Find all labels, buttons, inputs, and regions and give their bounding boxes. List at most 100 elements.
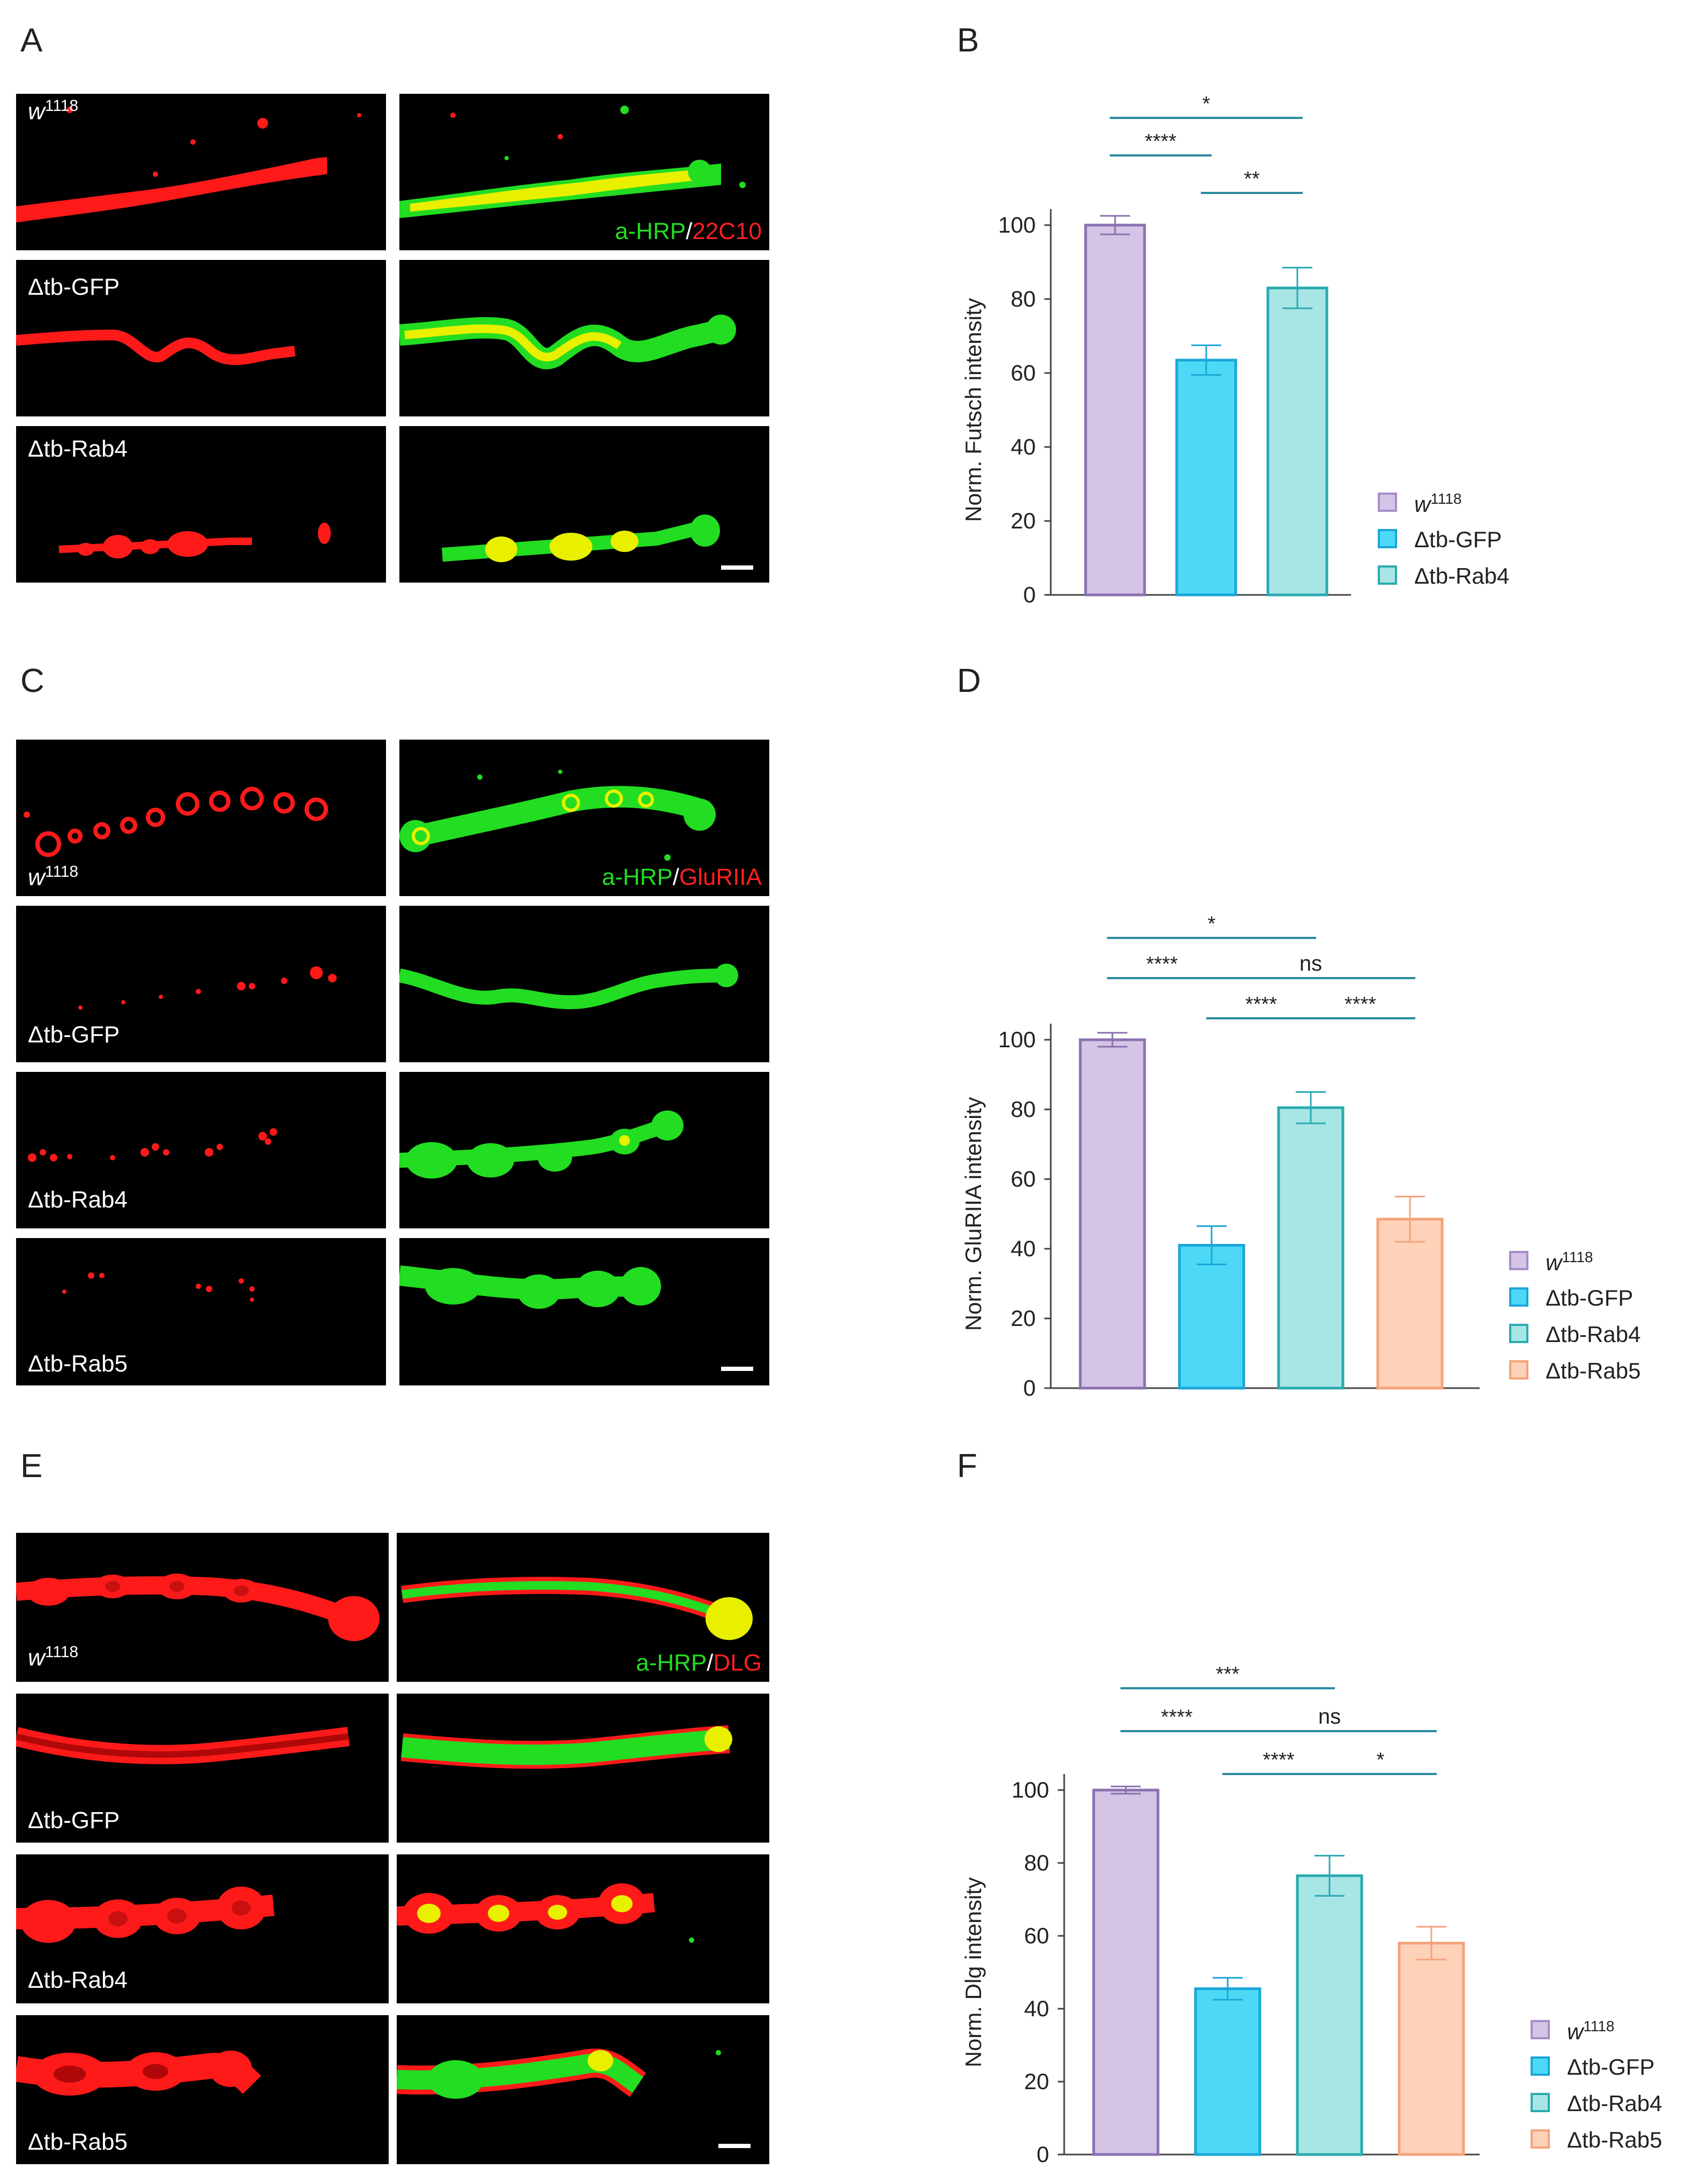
y-tick-label: 40 <box>1011 1236 1036 1261</box>
micrograph-a-w1118-merge: a-HRP/22C10 <box>399 94 769 250</box>
legend-d: w1118 Δtb-GFP Δtb-Rab4 Δtb-Rab5 <box>1509 1249 1686 1404</box>
y-tick-label: 40 <box>1024 1996 1049 2021</box>
legend-swatch <box>1378 493 1397 512</box>
micrograph-a-rab4-red: Δtb-Rab4 <box>16 426 386 583</box>
micrograph-e-gfp-merge <box>397 1694 769 1843</box>
significance-label: * <box>1377 1749 1385 1771</box>
micrograph-c-rab5-merge <box>399 1238 769 1385</box>
significance-label: * <box>1202 93 1211 115</box>
legend-label: Δtb-GFP <box>1546 1285 1633 1310</box>
nmj-merge-stain <box>397 2048 721 2099</box>
bar-0 <box>1079 1038 1146 1390</box>
micrograph-c-rab4-red: Δtb-Rab4 <box>16 1072 386 1228</box>
y-tick-label: 0 <box>1037 2142 1049 2167</box>
micrograph-c-rab4-merge <box>399 1072 769 1228</box>
legend-label: Δtb-Rab4 <box>1567 2091 1662 2116</box>
y-tick-label: 100 <box>998 1027 1036 1052</box>
genotype-sup: 1118 <box>44 863 79 881</box>
legend-label-base: w <box>1546 1250 1562 1275</box>
legend-label: Δtb-Rab5 <box>1546 1358 1641 1383</box>
stain-label-c: a-HRP/GluRIIA <box>602 864 762 891</box>
genotype-label: Δtb-GFP <box>28 1807 120 1833</box>
legend-label: Δtb-Rab5 <box>1567 2127 1662 2152</box>
y-tick-label: 80 <box>1011 1097 1036 1122</box>
micrograph-c-gfp-merge <box>399 906 769 1062</box>
significance-label: ns <box>1318 1705 1341 1728</box>
y-tick-label: 20 <box>1011 508 1036 533</box>
legend-label: w1118 <box>1414 490 1461 517</box>
significance-label: **** <box>1146 953 1178 975</box>
nmj-red-stain <box>28 1128 277 1162</box>
y-tick-label: 60 <box>1011 1166 1036 1191</box>
significance-label: **** <box>1245 993 1277 1016</box>
micrograph-c-gfp-red: Δtb-GFP <box>16 906 386 1062</box>
stain-sep: / <box>686 218 693 244</box>
significance-label: **** <box>1145 130 1176 153</box>
legend-swatch <box>1378 529 1397 548</box>
nmj-red-stain <box>16 107 361 222</box>
significance-label: **** <box>1263 1749 1294 1771</box>
legend-swatch <box>1378 565 1397 585</box>
nmj-merge-stain <box>399 1265 661 1309</box>
legend-label: Δtb-Rab4 <box>1546 1322 1641 1347</box>
nmj-merge-stain <box>399 315 736 369</box>
nmj-red-stain <box>16 1887 274 1943</box>
significance-label: **** <box>1161 1706 1192 1728</box>
legend-label-base: w <box>1414 491 1431 517</box>
y-tick-label: 40 <box>1011 434 1036 459</box>
chart-d: 0 20 40 60 80 100 Norm. GluRIIA intensity **** *… <box>944 874 1480 1410</box>
micrograph-e-gfp-red: Δtb-GFP <box>16 1694 389 1843</box>
genotype-label: Δtb-Rab4 <box>28 1187 128 1213</box>
scale-bar <box>718 2144 751 2148</box>
nmj-merge-stain <box>400 1577 753 1640</box>
nmj-red-stain <box>62 1272 255 1302</box>
genotype-label: Δtb-Rab5 <box>28 2129 128 2155</box>
legend-label-sup: 1118 <box>1562 1249 1593 1265</box>
bar-1 <box>1175 359 1237 597</box>
bar-3 <box>1398 1942 1465 2156</box>
legend-label: Δtb-GFP <box>1567 2054 1655 2079</box>
y-tick-label: 20 <box>1024 2069 1049 2094</box>
bar-2 <box>1277 1106 1345 1390</box>
genotype-label: Δtb-GFP <box>28 274 120 300</box>
micrograph-e-rab5-merge <box>397 2015 769 2164</box>
significance-label: **** <box>1345 993 1376 1016</box>
stain-marker: a-HRP <box>602 864 673 890</box>
legend-f: w1118 Δtb-GFP Δtb-Rab4 Δtb-Rab5 <box>1531 2018 1691 2173</box>
legend-swatch <box>1531 2093 1550 2112</box>
micrograph-c-w1118-red: w1118 <box>16 740 386 896</box>
y-tick-label: 0 <box>1023 582 1036 607</box>
genotype-label: w1118 <box>28 863 78 891</box>
nmj-merge-stain <box>399 1110 684 1179</box>
genotype-label: w1118 <box>28 1643 78 1672</box>
significance-label: ns <box>1300 952 1322 975</box>
scale-bar <box>721 565 753 570</box>
legend-b: w1118 Δtb-GFP Δtb-Rab4 <box>1378 490 1581 608</box>
bar-2 <box>1296 1874 1363 2156</box>
y-tick-label: 60 <box>1024 1923 1049 1948</box>
micrograph-a-gfp-red: Δtb-GFP <box>16 260 386 416</box>
panel-letter-c: C <box>20 662 44 699</box>
stain-target: 22C10 <box>692 218 762 244</box>
legend-label: w1118 <box>1546 1249 1593 1276</box>
stain-sep: / <box>707 1650 714 1676</box>
stain-target: DLG <box>713 1650 762 1676</box>
bar-1 <box>1194 1987 1261 2156</box>
bar-3 <box>1376 1218 1444 1390</box>
panel-letter-e: E <box>20 1448 43 1485</box>
micrograph-c-w1118-merge: a-HRP/GluRIIA <box>399 740 769 896</box>
micrograph-e-rab4-merge <box>397 1854 769 2003</box>
y-axis-label: Norm. Dlg intensity <box>961 1877 986 2068</box>
micrograph-a-gfp-merge <box>399 260 769 416</box>
legend-swatch <box>1509 1360 1528 1380</box>
genotype-base: w <box>28 864 45 891</box>
genotype-label: Δtb-Rab5 <box>28 1351 128 1377</box>
legend-label: Δtb-GFP <box>1414 527 1502 552</box>
nmj-red-stain <box>16 1727 350 1764</box>
panel-letter-d: D <box>957 662 981 699</box>
stain-sep: / <box>672 864 679 890</box>
stain-target: GluRIIA <box>679 864 762 890</box>
chart-f: 0 20 40 60 80 100 Norm. Dlg intensity **** *** **… <box>944 1661 1480 2176</box>
micrograph-e-rab4-red: Δtb-Rab4 <box>16 1854 389 2003</box>
